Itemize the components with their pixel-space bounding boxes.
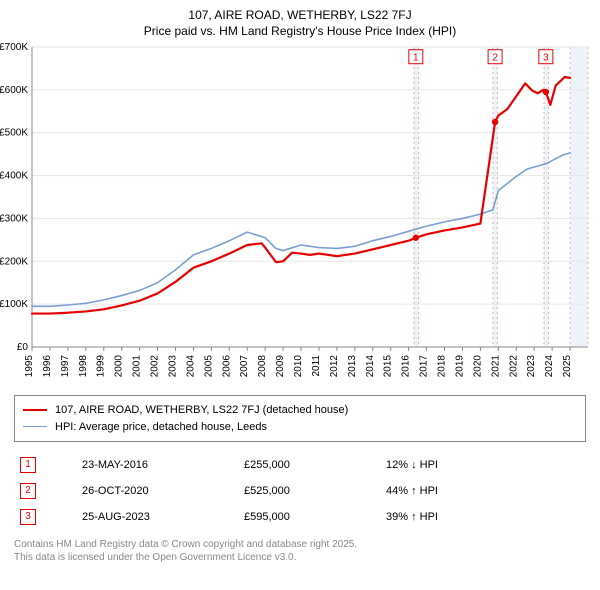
svg-text:2007: 2007: [239, 355, 250, 378]
marker-number-box: 2: [20, 483, 36, 499]
svg-text:1996: 1996: [42, 355, 53, 378]
legend-row: HPI: Average price, detached house, Leed…: [23, 419, 577, 436]
marker-cell-delta: 12% ↓ HPI: [380, 452, 586, 478]
marker-cell-date: 26-OCT-2020: [76, 478, 238, 504]
marker-cell-date: 25-AUG-2023: [76, 504, 238, 530]
svg-text:2002: 2002: [150, 355, 161, 378]
svg-text:1995: 1995: [24, 355, 35, 378]
legend: 107, AIRE ROAD, WETHERBY, LS22 7FJ (deta…: [14, 395, 586, 442]
svg-text:2013: 2013: [347, 355, 358, 378]
svg-text:£0: £0: [17, 342, 29, 353]
svg-text:2009: 2009: [275, 355, 286, 378]
marker-cell-price: £255,000: [238, 452, 380, 478]
legend-label: HPI: Average price, detached house, Leed…: [55, 419, 267, 436]
svg-text:2014: 2014: [365, 355, 376, 378]
table-row: 3 25-AUG-2023£595,00039% ↑ HPI: [14, 504, 586, 530]
svg-text:2004: 2004: [185, 355, 196, 378]
svg-text:2011: 2011: [311, 355, 322, 377]
svg-text:2001: 2001: [132, 355, 143, 378]
marker-table-wrap: 1 23-MAY-2016£255,00012% ↓ HPI 2 26-OCT-202…: [14, 452, 586, 530]
marker-cell-price: £525,000: [238, 478, 380, 504]
table-row: 1 23-MAY-2016£255,00012% ↓ HPI: [14, 452, 586, 478]
svg-text:£700K: £700K: [0, 42, 28, 53]
svg-text:1: 1: [413, 53, 419, 64]
svg-text:2000: 2000: [114, 355, 125, 378]
svg-text:£400K: £400K: [0, 171, 28, 182]
svg-text:2023: 2023: [526, 355, 537, 378]
svg-text:2015: 2015: [383, 355, 394, 378]
svg-text:2005: 2005: [203, 355, 214, 378]
svg-text:2016: 2016: [401, 355, 412, 378]
legend-row: 107, AIRE ROAD, WETHERBY, LS22 7FJ (deta…: [23, 402, 577, 419]
svg-text:2020: 2020: [472, 355, 483, 378]
svg-text:2025: 2025: [562, 355, 573, 378]
svg-text:2008: 2008: [257, 355, 268, 378]
svg-text:2018: 2018: [437, 355, 448, 378]
svg-text:1998: 1998: [78, 355, 89, 378]
svg-text:£600K: £600K: [0, 85, 28, 96]
titles: 107, AIRE ROAD, WETHERBY, LS22 7FJ Price…: [0, 0, 600, 39]
marker-cell-date: 23-MAY-2016: [76, 452, 238, 478]
svg-text:2: 2: [492, 53, 498, 64]
marker-cell-num: 1: [14, 452, 76, 478]
svg-text:1997: 1997: [60, 355, 71, 378]
footer-line2: This data is licensed under the Open Gov…: [14, 551, 586, 564]
table-row: 2 26-OCT-2020£525,00044% ↑ HPI: [14, 478, 586, 504]
footer-line1: Contains HM Land Registry data © Crown c…: [14, 538, 586, 551]
marker-cell-num: 3: [14, 504, 76, 530]
svg-text:2021: 2021: [490, 355, 501, 378]
svg-text:£500K: £500K: [0, 128, 28, 139]
chart-container: 107, AIRE ROAD, WETHERBY, LS22 7FJ Price…: [0, 0, 600, 564]
svg-text:2012: 2012: [329, 355, 340, 378]
marker-number-box: 1: [20, 457, 36, 473]
svg-text:2024: 2024: [544, 355, 555, 378]
marker-cell-delta: 39% ↑ HPI: [380, 504, 586, 530]
svg-text:1999: 1999: [96, 355, 107, 378]
svg-text:2022: 2022: [508, 355, 519, 378]
svg-text:£100K: £100K: [0, 299, 28, 310]
marker-cell-num: 2: [14, 478, 76, 504]
title-main: 107, AIRE ROAD, WETHERBY, LS22 7FJ: [0, 8, 600, 24]
chart-svg: £0 £100K £200K £300K £400K £500K £600K £700K 199…: [0, 39, 600, 389]
marker-cell-price: £595,000: [238, 504, 380, 530]
svg-text:2019: 2019: [454, 355, 465, 378]
svg-text:2006: 2006: [221, 355, 232, 378]
svg-text:2017: 2017: [419, 355, 430, 378]
legend-swatch: [23, 426, 47, 427]
marker-cell-delta: 44% ↑ HPI: [380, 478, 586, 504]
chart-area: £0 £100K £200K £300K £400K £500K £600K £700K 199…: [0, 39, 600, 389]
legend-label: 107, AIRE ROAD, WETHERBY, LS22 7FJ (deta…: [55, 402, 348, 419]
svg-text:2010: 2010: [293, 355, 304, 378]
svg-text:2003: 2003: [167, 355, 178, 378]
svg-text:£200K: £200K: [0, 256, 28, 267]
title-sub: Price paid vs. HM Land Registry's House …: [0, 24, 600, 40]
svg-text:£300K: £300K: [0, 214, 28, 225]
marker-table: 1 23-MAY-2016£255,00012% ↓ HPI 2 26-OCT-202…: [14, 452, 586, 530]
footer: Contains HM Land Registry data © Crown c…: [14, 538, 586, 564]
legend-swatch: [23, 409, 47, 411]
svg-text:3: 3: [543, 53, 549, 64]
marker-number-box: 3: [20, 509, 36, 525]
